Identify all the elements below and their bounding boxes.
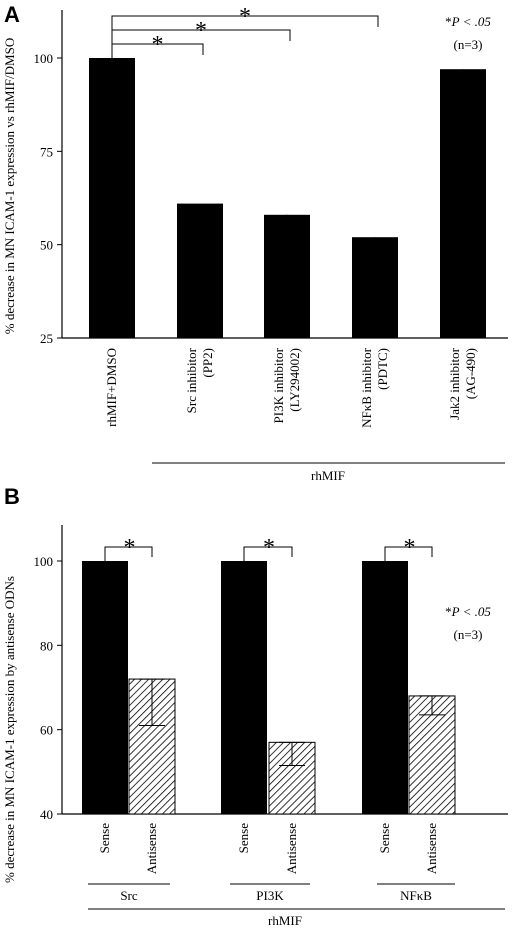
group-label: rhMIF — [311, 468, 345, 483]
note-sample-size: (n=3) — [454, 37, 483, 52]
y-tick-label: 60 — [40, 723, 53, 738]
significance-star: * — [195, 18, 207, 44]
significance-star: * — [124, 535, 136, 561]
category-label: (PDTC) — [375, 348, 390, 390]
rhmif-label: rhMIF — [268, 913, 302, 928]
note-star: * — [445, 14, 452, 29]
group-label: Src — [120, 888, 138, 903]
x-label-antisense: Antisense — [424, 823, 439, 875]
y-tick-label: 25 — [40, 331, 53, 346]
group-label: NFκB — [400, 888, 432, 903]
x-label-sense: Sense — [377, 823, 392, 854]
x-label-sense: Sense — [97, 823, 112, 854]
bar-antisense — [408, 695, 456, 815]
note-p-value: P < .05 — [451, 14, 492, 29]
significance-star: * — [239, 4, 251, 30]
panel-letter: A — [4, 2, 20, 27]
bar-sense — [221, 561, 267, 814]
category-label: Jak2 inhibitor — [447, 347, 462, 420]
bar-sense — [82, 561, 128, 814]
y-tick-label: 50 — [40, 238, 53, 253]
x-label-antisense: Antisense — [144, 823, 159, 875]
x-label-sense: Sense — [236, 823, 251, 854]
y-tick-label: 80 — [40, 638, 53, 653]
panel-b-chart: B 100 80 60 40 % decrease in MN ICAM-1 expres… — [2, 484, 508, 928]
category-label: Src inhibitor — [184, 347, 199, 413]
note-star: * — [445, 604, 452, 619]
y-axis-label: % decrease in MN ICAM-1 expression vs rh… — [2, 38, 17, 334]
significance-note: *P < .05 — [445, 14, 491, 29]
x-label-antisense: Antisense — [284, 823, 299, 875]
significance-star: * — [152, 32, 164, 58]
significance-bracket — [111, 15, 379, 58]
category-label: (PP2) — [200, 348, 215, 378]
bar — [89, 58, 135, 338]
panel-letter: B — [4, 484, 20, 509]
significance-star: * — [404, 535, 416, 561]
y-tick-label: 100 — [34, 51, 54, 66]
category-label: rhMIF+DMSO — [104, 348, 119, 427]
significance-bracket — [243, 546, 293, 561]
significance-bracket — [104, 546, 153, 561]
significance-star: * — [263, 535, 275, 561]
category-label: (LY294002) — [287, 348, 302, 412]
panel-a-chart: A 100 75 50 25 % decrease in MN ICAM-1 expres… — [2, 2, 508, 483]
group-label: PI3K — [256, 888, 284, 903]
note-sample-size: (n=3) — [454, 627, 483, 642]
significance-note: *P < .05 — [445, 604, 491, 619]
y-tick-label: 75 — [40, 144, 53, 159]
category-label: PI3K inhibitor — [271, 347, 286, 423]
category-label: (AG-490) — [463, 348, 478, 399]
y-axis-label: % decrease in MN ICAM-1 expression by an… — [2, 576, 17, 883]
y-tick-label: 40 — [40, 807, 53, 822]
y-tick-label: 100 — [34, 554, 54, 569]
significance-bracket — [384, 546, 433, 561]
note-p-value: P < .05 — [451, 604, 492, 619]
category-label: NFκB inhibitor — [359, 347, 374, 428]
